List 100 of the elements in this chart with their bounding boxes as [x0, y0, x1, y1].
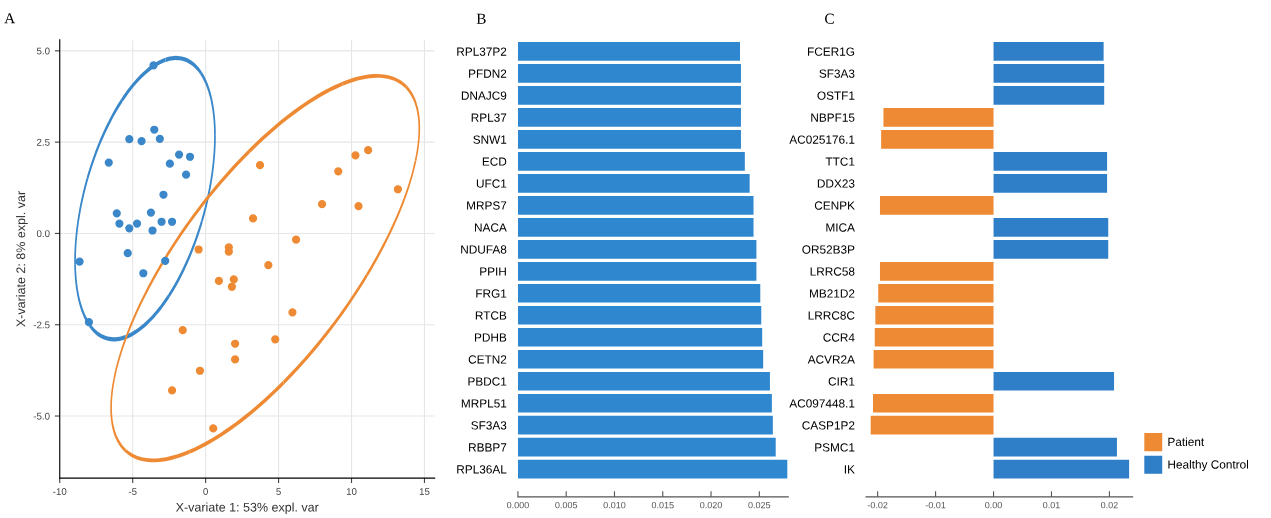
y-tick-label: RTCB [475, 311, 507, 320]
x-tick-label: 0.010 [603, 501, 626, 509]
bar [517, 459, 788, 479]
point [229, 275, 238, 284]
y-tick-label: MB21D2 [809, 289, 855, 298]
y-tick-label: SF3A3 [819, 69, 855, 78]
bar [873, 393, 994, 413]
bar [875, 305, 994, 325]
point [123, 249, 132, 258]
point [161, 256, 170, 265]
x-tick-label: 0 [203, 488, 208, 495]
y-tick-label: RPL37 [471, 113, 507, 122]
bar [517, 64, 741, 83]
bar [517, 349, 764, 369]
bar [517, 415, 773, 435]
bar [993, 371, 1115, 391]
bar [878, 283, 994, 303]
point [159, 190, 168, 199]
bar [517, 261, 757, 281]
point [194, 245, 203, 254]
point [185, 152, 195, 161]
y-tick-label: MICA [826, 223, 855, 232]
y-tick-label: CETN2 [468, 355, 507, 364]
y-tick-label: PSMC1 [815, 443, 855, 452]
point [75, 257, 84, 266]
bar [517, 130, 741, 149]
point [148, 226, 157, 235]
bar [993, 152, 1108, 171]
y-tick-label: PBDC1 [468, 377, 507, 386]
bar [993, 86, 1105, 105]
y-tick-label: -2.5 [33, 321, 50, 329]
point [317, 200, 327, 209]
y-tick-label: TTC1 [825, 157, 855, 166]
bar [873, 349, 994, 369]
point [132, 219, 142, 228]
point [150, 125, 159, 134]
point [231, 339, 240, 348]
bar [993, 173, 1108, 193]
y-tick-label: PDHB [474, 333, 507, 342]
point [334, 167, 343, 176]
y-tick-label: PFDN2 [469, 69, 507, 78]
point [214, 276, 224, 286]
point [125, 224, 134, 233]
bar [517, 86, 741, 105]
point [167, 386, 177, 395]
bar [993, 217, 1109, 237]
y-tick-label: CCR4 [823, 333, 855, 342]
legend-label: Healthy Control [1168, 460, 1249, 472]
y-tick-label: 0.0 [36, 230, 50, 238]
y-tick-label: UFC1 [476, 179, 507, 188]
x-tick-label: 0.000 [506, 501, 529, 509]
point [351, 151, 360, 160]
legend-label: Patient [1168, 437, 1205, 447]
y-tick-label: FCER1G [808, 47, 855, 56]
y-tick-label: PPIH [480, 267, 506, 276]
y-tick-label: DNAJC9 [461, 91, 507, 100]
x-tick-label: 0.015 [651, 501, 674, 509]
point [137, 136, 146, 146]
y-axis-title: X-variate 2: 8% expl. var [16, 191, 28, 327]
x-tick-label: 0.005 [555, 501, 578, 509]
x-tick-label: -5 [128, 488, 137, 495]
point [149, 61, 158, 70]
point [165, 159, 174, 168]
bar [517, 305, 762, 325]
y-tick-label: ECD [482, 157, 507, 166]
y-tick-label: MRPL51 [461, 399, 507, 408]
y-tick-label: OR52B3P [802, 245, 855, 254]
bar [881, 130, 994, 149]
bar [870, 415, 994, 435]
text: A [4, 13, 16, 24]
point [115, 219, 124, 228]
text: C [825, 13, 834, 24]
point [248, 214, 258, 223]
x-tick-label: -0.02 [867, 501, 888, 509]
y-tick-label: CIR1 [828, 377, 855, 386]
point [393, 185, 403, 194]
point [139, 269, 148, 278]
bar [993, 64, 1105, 83]
x-tick-label: 0.025 [748, 501, 771, 509]
y-tick-label: OSTF1 [817, 91, 855, 100]
y-tick-label: AC025176.1 [789, 135, 855, 144]
point [157, 217, 166, 226]
bar [993, 437, 1117, 457]
y-tick-label: RPL37P2 [457, 47, 507, 56]
bar [993, 459, 1130, 479]
point [227, 282, 236, 291]
y-tick-label: ACVR2A [807, 355, 855, 364]
x-tick-label: 10 [346, 488, 357, 495]
point [195, 366, 205, 375]
point [181, 170, 191, 179]
bar [517, 327, 763, 347]
bar [517, 195, 754, 215]
y-tick-label: 2.5 [36, 138, 50, 146]
point [209, 424, 218, 433]
x-tick-label: 0.020 [700, 501, 722, 509]
point [167, 217, 177, 226]
bar [517, 42, 740, 61]
y-tick-label: LRRC8C [808, 311, 855, 320]
y-tick-label: IK [844, 465, 855, 474]
point [264, 261, 273, 270]
